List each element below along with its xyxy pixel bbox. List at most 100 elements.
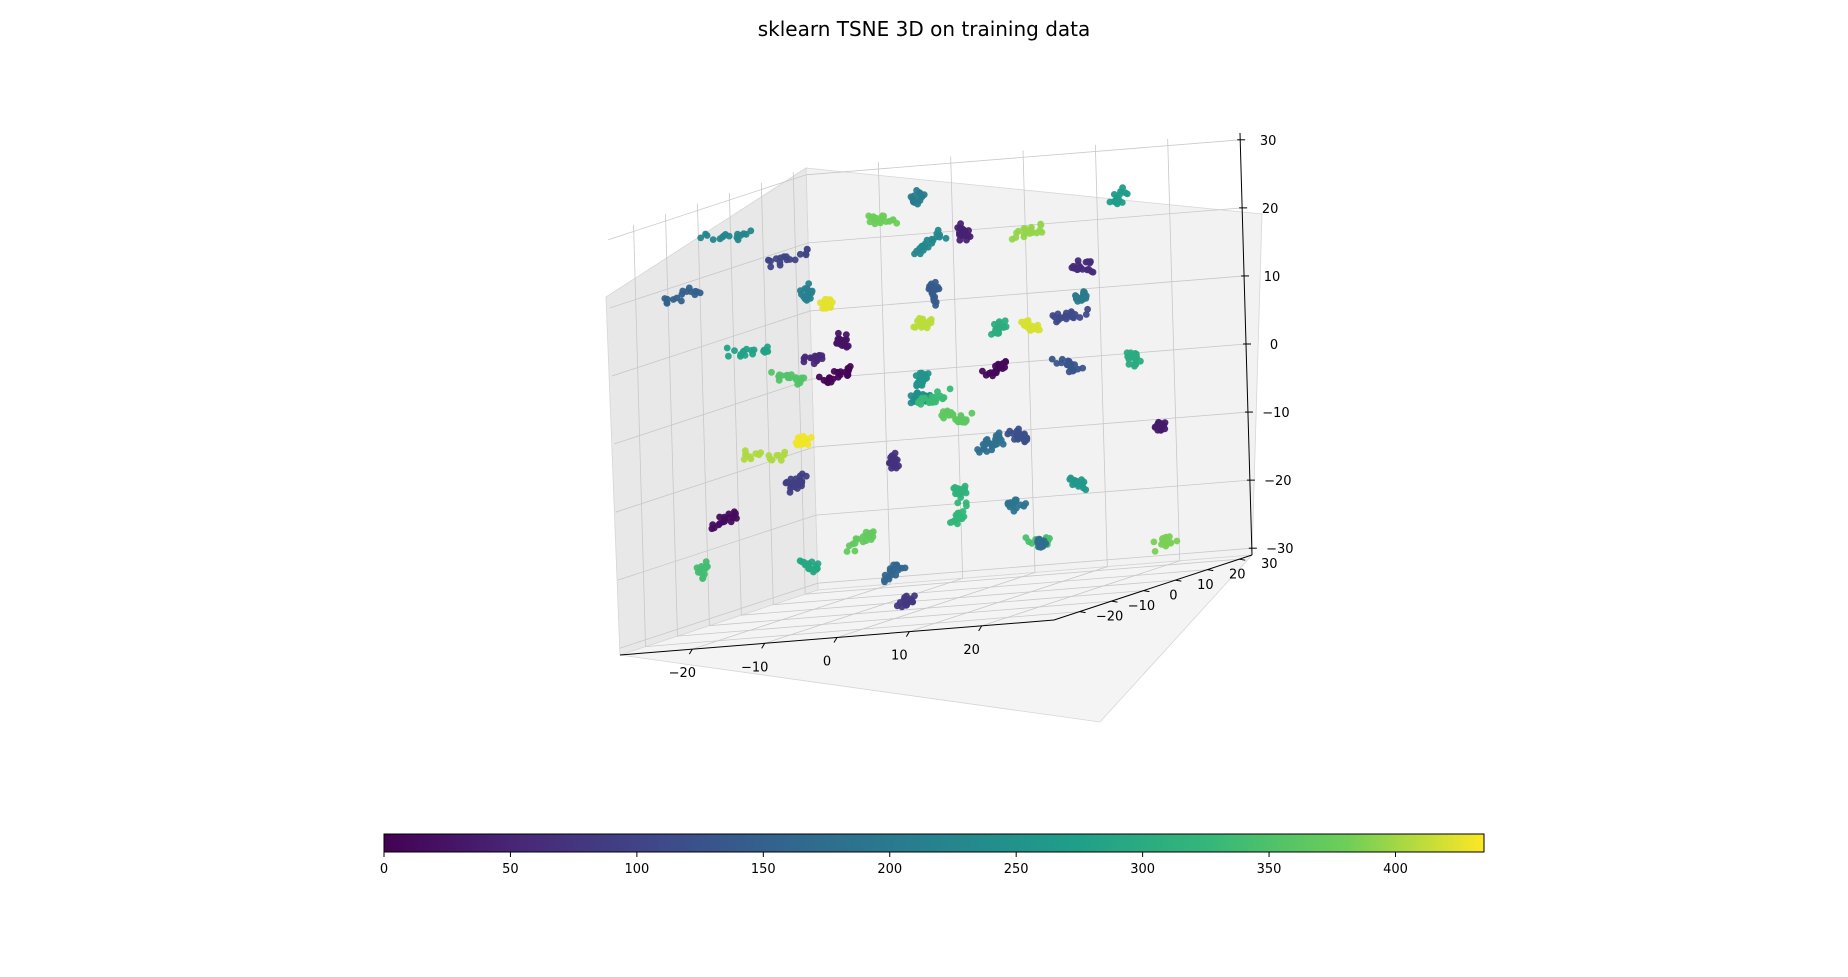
scatter-point — [889, 453, 896, 461]
scatter-point — [1070, 366, 1078, 374]
x-tick-mark — [833, 637, 838, 643]
scatter-point — [946, 385, 954, 393]
z-gridline — [613, 343, 1247, 445]
scatter-point — [767, 263, 775, 271]
z-gridline — [608, 139, 1241, 241]
scatter-point — [730, 508, 738, 516]
scatter-point — [877, 219, 884, 227]
scatter-point — [1038, 228, 1046, 236]
scatter-point — [960, 513, 968, 520]
scatter-point — [1151, 548, 1159, 555]
scatter-point — [1046, 535, 1053, 542]
scatter-point — [808, 434, 815, 441]
scatter-point — [934, 388, 941, 396]
scatter-point — [768, 456, 775, 464]
scatter-point — [820, 376, 828, 384]
y-tick-label: 0 — [1169, 589, 1177, 604]
z-axis-tick-labels: −30 −20 −10 0 10 20 30 — [1237, 134, 1294, 557]
scatter-point — [791, 256, 799, 264]
z-tick-label: −30 — [1266, 542, 1293, 557]
scatter-point — [679, 287, 687, 295]
y-gridline — [760, 182, 1208, 606]
scatter-point — [734, 230, 741, 238]
scatter-point — [791, 480, 799, 488]
scatter-point — [806, 565, 813, 573]
scatter-point — [911, 592, 918, 600]
scatter-point — [796, 250, 804, 258]
scatter-point — [836, 371, 844, 379]
scatter-point — [922, 375, 929, 383]
scatter-point — [962, 416, 970, 424]
scatter-point — [878, 214, 886, 221]
scatter-point — [1078, 480, 1085, 488]
scatter-point — [1088, 268, 1095, 275]
scatter-point — [760, 347, 767, 355]
scatter-point — [1082, 311, 1090, 318]
scatter-point — [700, 565, 708, 572]
scatter-point — [784, 374, 792, 382]
scatter-point — [957, 220, 964, 228]
scatter-points — [661, 184, 1181, 611]
scatter-point — [1076, 264, 1084, 272]
scatter-point — [1001, 317, 1009, 325]
colorbar: 0 50 100 150 200 250 300 350 400 — [380, 833, 1485, 877]
scatter-point — [1068, 309, 1075, 317]
scatter-point — [953, 416, 961, 423]
scatter-point — [1125, 361, 1133, 368]
scatter-point — [1042, 540, 1050, 548]
x-gridline — [981, 138, 1181, 627]
scatter-point — [803, 245, 811, 253]
scatter-point — [979, 367, 986, 375]
scatter-point — [801, 353, 809, 361]
scatter-point — [934, 226, 942, 234]
scatter-point — [812, 562, 820, 570]
x-tick-label: −10 — [741, 660, 768, 675]
scatter-point — [796, 379, 804, 387]
scatter-point — [914, 317, 921, 325]
x-tick-label: 0 — [823, 655, 831, 670]
x-tick-mark — [688, 648, 693, 655]
scatter-point — [1073, 478, 1080, 485]
scatter-point — [931, 393, 938, 401]
scatter-point — [725, 510, 733, 518]
scatter-point — [702, 230, 709, 238]
scatter-point — [999, 440, 1007, 448]
y-tick-label: 30 — [1261, 557, 1278, 572]
colorbar-gradient — [383, 833, 1485, 853]
scatter-point — [1034, 536, 1042, 544]
scatter-point — [851, 547, 859, 555]
scatter-point — [928, 286, 936, 294]
scatter-point — [868, 529, 876, 537]
x-axis-tick-labels: −20 −10 0 10 20 — [669, 625, 983, 681]
scatter-point — [747, 455, 755, 463]
scatter-point — [903, 600, 911, 607]
scatter-point — [731, 347, 738, 354]
scatter-point — [776, 258, 784, 266]
scatter-point — [798, 558, 806, 566]
scatter-point — [901, 564, 909, 572]
scatter-point — [846, 363, 854, 370]
scatter-point — [809, 355, 816, 362]
scatter-point — [974, 446, 981, 453]
scatter-point — [1173, 537, 1181, 545]
scatter-point — [1029, 229, 1037, 236]
x-tick-mark — [761, 643, 766, 649]
y-tick-label: −10 — [1128, 599, 1155, 614]
scatter-point — [1053, 360, 1061, 367]
scatter-point — [854, 535, 862, 543]
colorbar-tick-label: 50 — [502, 862, 519, 877]
x-tick-label: 20 — [963, 643, 980, 658]
scatter-point — [1068, 264, 1076, 272]
scatter-point — [1054, 317, 1062, 324]
scatter-point — [1058, 355, 1066, 363]
scatter-point — [911, 199, 918, 206]
z-tick-label: 20 — [1262, 202, 1279, 217]
scatter-point — [781, 448, 789, 456]
scatter-point — [992, 362, 999, 370]
scatter-point — [709, 236, 717, 244]
scatter-point — [1025, 538, 1033, 545]
y-tick-mark — [1175, 579, 1182, 582]
scatter-point — [815, 373, 823, 381]
scatter-point — [723, 344, 731, 352]
scatter-point — [1014, 434, 1022, 441]
